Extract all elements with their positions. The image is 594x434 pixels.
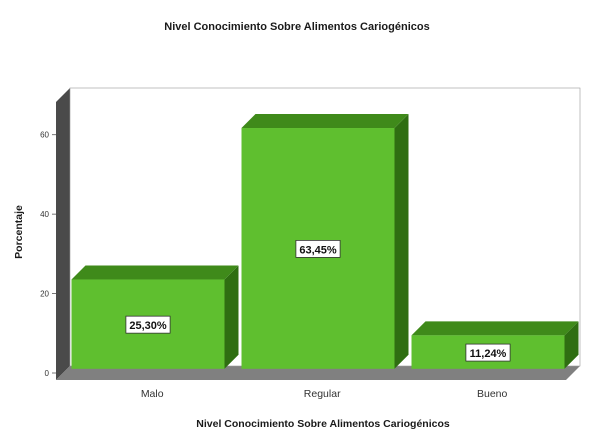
y-tick-label: 20 — [40, 290, 49, 299]
y-tick-label: 60 — [40, 131, 49, 140]
data-label-box — [465, 343, 511, 362]
bar: 11,24% — [411, 321, 579, 369]
chart-title: Nivel Conocimiento Sobre Alimentos Cario… — [164, 21, 429, 33]
x-tick-label: Regular — [304, 388, 341, 400]
bar-side — [394, 114, 409, 369]
data-label: 11,24% — [470, 348, 507, 360]
data-label-box — [295, 240, 341, 258]
y-tick-label: 0 — [45, 369, 50, 378]
bar-top — [71, 265, 239, 280]
bar-top — [241, 114, 409, 129]
x-tick-label: Malo — [141, 388, 164, 400]
bar-side — [564, 321, 579, 369]
floor — [56, 366, 580, 380]
data-label-box — [125, 315, 171, 334]
y-tick-label: 40 — [40, 210, 49, 219]
y-axis: 0 20 40 60 — [40, 131, 56, 378]
bar: 25,30% — [71, 265, 239, 369]
x-axis: Malo Regular Bueno — [141, 388, 508, 400]
y-axis-label: Porcentaje — [13, 205, 25, 259]
back-wall-edge — [56, 88, 70, 380]
x-axis-label: Nivel Conocimiento Sobre Alimentos Cario… — [196, 418, 450, 430]
bar-side — [224, 265, 239, 369]
bar-top — [411, 321, 579, 336]
data-label: 25,30% — [129, 320, 167, 332]
bars: 25,30% 63,45% 11,24% — [71, 114, 579, 369]
data-label: 63,45% — [299, 244, 337, 256]
x-tick-label: Bueno — [477, 388, 508, 400]
bar: 63,45% — [241, 114, 409, 369]
